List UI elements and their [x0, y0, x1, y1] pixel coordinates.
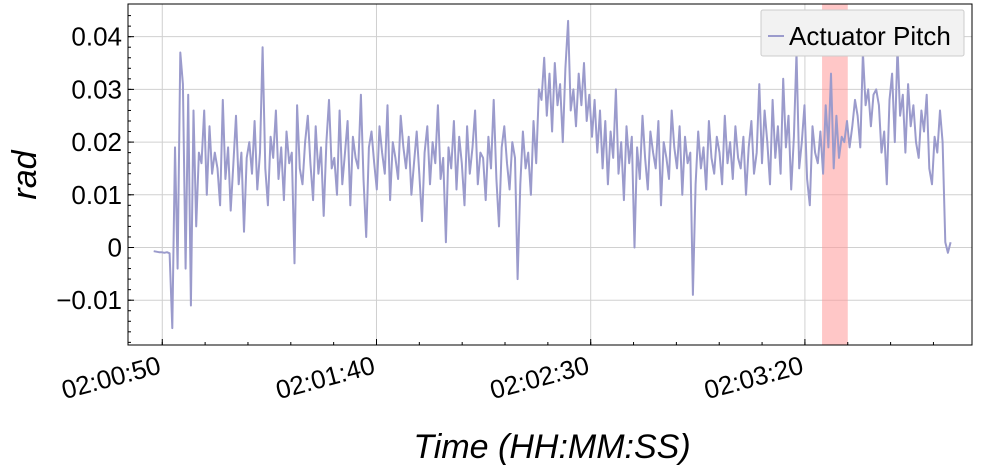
- y-tick-label: 0.02: [71, 127, 122, 157]
- highlight-band: [822, 4, 848, 345]
- legend-label: Actuator Pitch: [789, 21, 951, 51]
- axis-ticks: [128, 15, 934, 345]
- y-axis-title: rad: [6, 149, 44, 199]
- y-tick-labels: −0.01 0 0.01 0.02 0.03 0.04: [56, 22, 122, 316]
- legend-box: [760, 9, 965, 57]
- series-line-actuator-pitch: [153, 19, 952, 330]
- legend: Actuator Pitch: [760, 9, 965, 57]
- y-tick-label: 0.04: [71, 22, 122, 52]
- y-tick-label: 0.03: [71, 74, 122, 104]
- y-tick-label: 0.01: [71, 180, 122, 210]
- y-tick-label: 0: [108, 232, 122, 262]
- x-axis-title: Time (HH:MM:SS): [413, 428, 690, 466]
- y-tick-label: −0.01: [56, 285, 122, 315]
- plot-frame: [127, 3, 973, 346]
